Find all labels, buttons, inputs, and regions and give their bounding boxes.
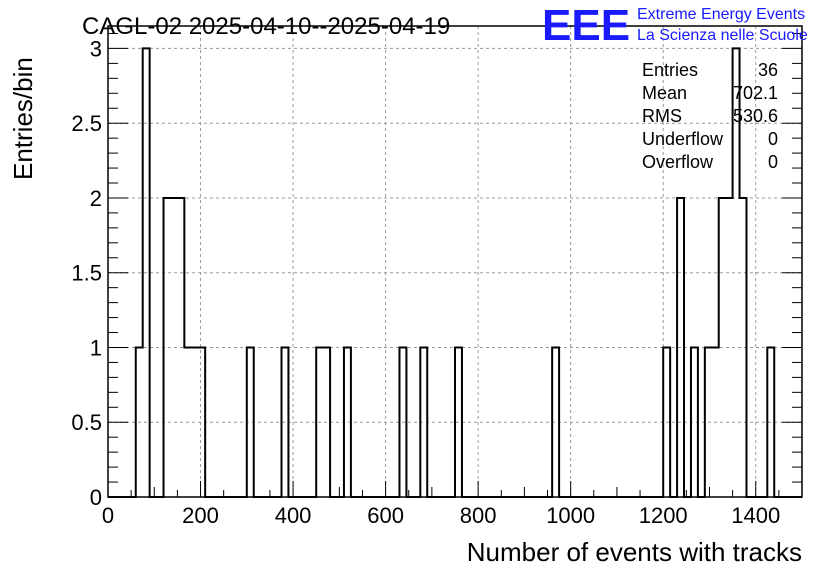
histogram-bin: [399, 347, 406, 497]
eee-logo: EEE Extreme Energy Events La Scienza nel…: [542, 1, 808, 50]
histogram-bin: [726, 198, 733, 497]
histogram-bin: [712, 347, 719, 497]
stats-box: Entries 36 Mean 702.1 RMS 530.6 Underflo…: [642, 60, 778, 172]
x-tick-label: 1400: [731, 503, 780, 528]
stats-label-mean: Mean: [642, 83, 687, 103]
x-tick-label: 1200: [639, 503, 688, 528]
x-tick-label: 1000: [546, 503, 595, 528]
stats-value-rms: 530.6: [733, 106, 778, 126]
x-tick-labels: 0 200 400 600 800 1000 1200 1400: [102, 503, 780, 528]
axis-ticks: [107, 32, 802, 498]
x-tick-label: 600: [367, 503, 404, 528]
histogram-bin: [552, 347, 559, 497]
y-axis-title: Entries/bin: [8, 57, 38, 180]
histogram-bin: [740, 198, 747, 497]
chart-title: CAGL-02 2025-04-10--2025-04-19: [82, 13, 450, 40]
x-tick-label: 200: [182, 503, 219, 528]
stats-value-underflow: 0: [768, 129, 778, 149]
histogram-bin: [691, 347, 698, 497]
histogram-bin: [719, 198, 726, 497]
histogram-bin: [247, 347, 254, 497]
histogram-bin: [663, 347, 670, 497]
histogram-bin: [170, 198, 177, 497]
histogram-bin: [705, 347, 712, 497]
x-tick-label: 800: [460, 503, 497, 528]
grid: [108, 26, 802, 497]
histogram-bin: [282, 347, 289, 497]
histogram-bin: [198, 347, 205, 497]
histogram-bin: [767, 347, 774, 497]
histogram-bin: [344, 347, 351, 497]
stats-label-rms: RMS: [642, 106, 682, 126]
histogram-bin: [323, 347, 330, 497]
stats-value-overflow: 0: [768, 152, 778, 172]
y-tick-label: 3: [90, 36, 102, 61]
x-tick-label: 0: [102, 503, 114, 528]
y-tick-labels: 0 0.5 1 1.5 2 2.5 3: [71, 36, 102, 510]
histogram-bin: [677, 198, 684, 497]
y-tick-label: 0.5: [71, 410, 102, 435]
x-tick-label: 400: [275, 503, 312, 528]
histogram-bin: [420, 347, 427, 497]
y-tick-label: 2: [90, 186, 102, 211]
stats-label-overflow: Overflow: [642, 152, 714, 172]
histogram-bin: [143, 48, 150, 497]
stats-value-mean: 702.1: [733, 83, 778, 103]
stats-value-entries: 36: [758, 60, 778, 80]
x-axis-title: Number of events with tracks: [467, 537, 802, 567]
y-tick-label: 1.5: [71, 261, 102, 286]
y-tick-label: 0: [90, 485, 102, 510]
stats-label-entries: Entries: [642, 60, 698, 80]
logo-line-1: Extreme Energy Events: [637, 6, 805, 23]
y-tick-label: 2.5: [71, 111, 102, 136]
histogram-bin: [316, 347, 323, 497]
histogram-bin: [191, 347, 198, 497]
histogram-bin: [455, 347, 462, 497]
y-tick-label: 1: [90, 335, 102, 360]
histogram-bin: [164, 198, 171, 497]
stats-label-underflow: Underflow: [642, 129, 724, 149]
histogram-bin: [136, 347, 143, 497]
logo-line-2: La Scienza nelle Scuole: [637, 27, 808, 44]
logo-letters: EEE: [542, 1, 630, 50]
histogram-bin: [177, 198, 184, 497]
histogram-bin: [184, 347, 191, 497]
